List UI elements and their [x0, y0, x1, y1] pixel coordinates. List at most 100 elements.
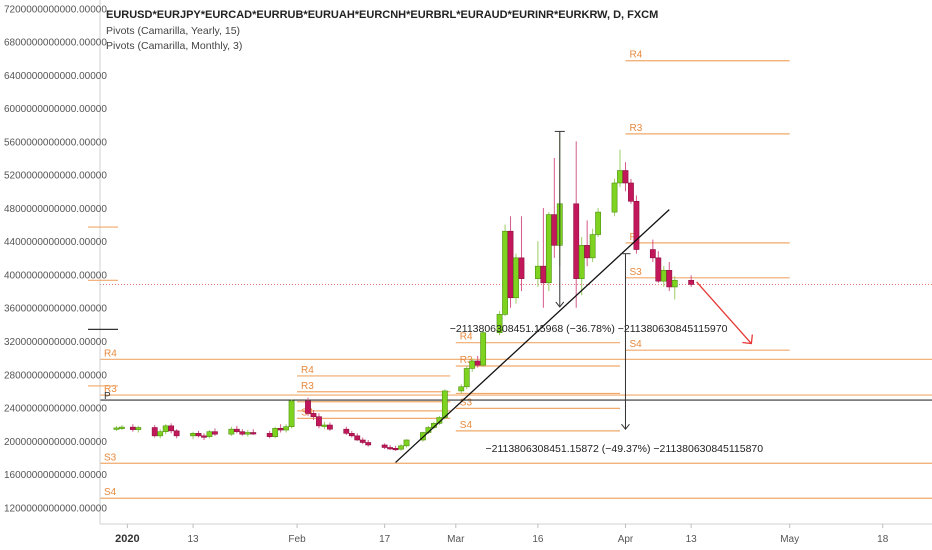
candle-body — [250, 432, 257, 435]
candle-body — [573, 203, 580, 279]
candle-body — [463, 368, 470, 388]
candle-body — [551, 214, 558, 246]
x-tick-label: 13 — [187, 534, 199, 545]
y-axis: 1200000000000.00000 1600000000000.00000 20… — [4, 4, 118, 514]
candle-body — [195, 433, 202, 437]
y-tick-label: 1600000000000.00000 — [4, 470, 107, 481]
y-tick-label: 3600000000000.00000 — [4, 304, 107, 315]
indicator-monthly-pivots[interactable]: Pivots (Camarilla, Monthly, 3) — [106, 40, 242, 52]
candle-body — [321, 424, 328, 427]
y-tick-label: 3200000000000.00000 — [4, 337, 107, 348]
candle-body — [113, 427, 120, 430]
candle-body — [190, 433, 196, 437]
drawings: −2113806308451.15968 (−36.78%) −21138063… — [395, 130, 763, 463]
pivot-label: S3 — [629, 267, 642, 278]
pivot-label: S3 — [104, 452, 117, 463]
measure-label: −2113806308451.15872 (−49.37%) −21138063… — [485, 443, 763, 455]
pivot-label: R3 — [460, 355, 473, 366]
y-tick-label: 4000000000000.00000 — [4, 270, 107, 281]
candle-body — [458, 386, 465, 392]
candle-body — [420, 432, 426, 441]
x-tick-label: 13 — [686, 534, 698, 545]
candle-body — [206, 431, 213, 437]
candle-body — [518, 257, 525, 279]
candle-body — [633, 200, 640, 250]
candle-body — [507, 230, 514, 299]
candle-body — [354, 435, 361, 441]
candle-body — [173, 430, 180, 437]
candle-body — [326, 424, 333, 430]
candle-body — [392, 448, 399, 451]
y-tick-label: 4800000000000.00000 — [4, 204, 107, 215]
candle-body — [534, 265, 541, 279]
candle-body — [168, 425, 175, 432]
y-tick-label: 6000000000000.00000 — [4, 104, 107, 115]
candle-body — [660, 270, 667, 282]
x-tick-label: 17 — [379, 534, 391, 545]
candle-body — [118, 426, 125, 429]
y-tick-label: 4400000000000.00000 — [4, 237, 107, 248]
candle-body — [387, 447, 394, 450]
candle-body — [474, 360, 481, 366]
pivot-label: S4 — [460, 420, 473, 431]
candle-body — [381, 444, 388, 448]
indicator-yearly-pivots[interactable]: Pivots (Camarilla, Yearly, 15) — [106, 25, 240, 37]
candle-body — [671, 279, 678, 288]
trend-line — [395, 209, 670, 463]
candle-body — [135, 427, 142, 430]
candle-body — [655, 257, 662, 282]
candle-body — [403, 439, 410, 447]
pivot-label: R3 — [301, 381, 314, 392]
candle-body — [157, 431, 164, 437]
candle-body — [283, 426, 290, 431]
x-tick-label: 18 — [877, 534, 889, 545]
y-tick-label: 2000000000000.00000 — [4, 437, 107, 448]
y-tick-label: 5200000000000.00000 — [4, 171, 107, 182]
candle-body — [151, 427, 158, 437]
candle-body — [578, 245, 585, 279]
candle-body — [496, 314, 503, 333]
candle-body — [513, 257, 519, 299]
x-tick-label: Mar — [447, 534, 465, 545]
measure-arrowhead — [621, 423, 630, 430]
candle-body — [288, 400, 295, 427]
y-tick-label: 7200000000000.00000 — [4, 4, 107, 15]
legend: EURUSD*EURJPY*EURCAD*EURRUB*EURUAH*EURCN… — [106, 9, 658, 52]
candle-body — [617, 170, 623, 184]
candle-body — [162, 425, 169, 432]
pivot-label: R4 — [104, 348, 117, 359]
candle-body — [359, 439, 366, 443]
candle-body — [666, 270, 673, 288]
y-tick-label: 2800000000000.00000 — [4, 370, 107, 381]
candle-body — [212, 431, 218, 435]
candle-body — [239, 431, 246, 435]
measure-arrowhead — [555, 301, 565, 308]
candle-body — [688, 279, 695, 285]
candle-body — [272, 428, 279, 437]
y-tick-label: 2400000000000.00000 — [4, 404, 107, 415]
pivot-label: S4 — [629, 339, 642, 350]
candle-body — [540, 265, 547, 284]
y-tick-label: 1200000000000.00000 — [4, 503, 107, 514]
candle-body — [348, 433, 355, 437]
symbol-title: EURUSD*EURJPY*EURCAD*EURRUB*EURUAH*EURCN… — [106, 9, 658, 21]
x-tick-label: Apr — [618, 534, 634, 545]
pivot-label: S4 — [104, 487, 117, 498]
x-tick-label: May — [780, 534, 799, 545]
candle-body — [628, 182, 634, 202]
x-tick-label: Feb — [288, 534, 306, 545]
candle-body — [649, 249, 656, 259]
candle-body — [480, 332, 487, 366]
candle-body — [441, 390, 448, 418]
pivot-p-label: P — [104, 391, 111, 402]
y-tick-label: 6800000000000.00000 — [4, 38, 107, 49]
candle-body — [201, 435, 207, 438]
y-tick-label: 5600000000000.00000 — [4, 137, 107, 148]
candle-body — [244, 432, 251, 435]
candle-body — [343, 428, 350, 434]
pivot-label: R3 — [629, 123, 642, 134]
projection-arrow-line — [696, 281, 752, 344]
pivot-levels: R4R3S3S4R4R3S4R4R3S3S4R4R3PS3S4P — [100, 50, 932, 499]
